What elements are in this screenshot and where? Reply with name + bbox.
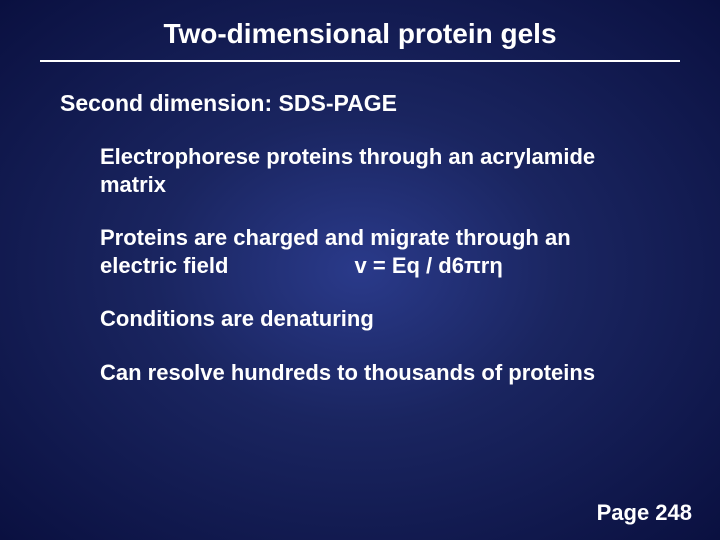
paragraph-2: Proteins are charged and migrate through… <box>100 224 660 279</box>
page-number: Page 248 <box>597 500 692 526</box>
slide-container: Two-dimensional protein gels Second dime… <box>0 0 720 540</box>
section-subtitle: Second dimension: SDS-PAGE <box>60 90 680 117</box>
title-rule <box>40 60 680 62</box>
paragraph-1: Electrophorese proteins through an acryl… <box>100 143 660 198</box>
velocity-formula: v = Eq / d6πrη <box>355 252 503 280</box>
paragraph-2-line1: Proteins are charged and migrate through… <box>100 224 660 252</box>
paragraph-3: Conditions are denaturing <box>100 305 660 333</box>
paragraph-4: Can resolve hundreds to thousands of pro… <box>100 359 660 387</box>
body-block: Electrophorese proteins through an acryl… <box>100 143 660 386</box>
slide-title: Two-dimensional protein gels <box>40 18 680 60</box>
paragraph-2-line2: electric field v = Eq / d6πrη <box>100 252 660 280</box>
paragraph-2-label: electric field <box>100 253 228 278</box>
